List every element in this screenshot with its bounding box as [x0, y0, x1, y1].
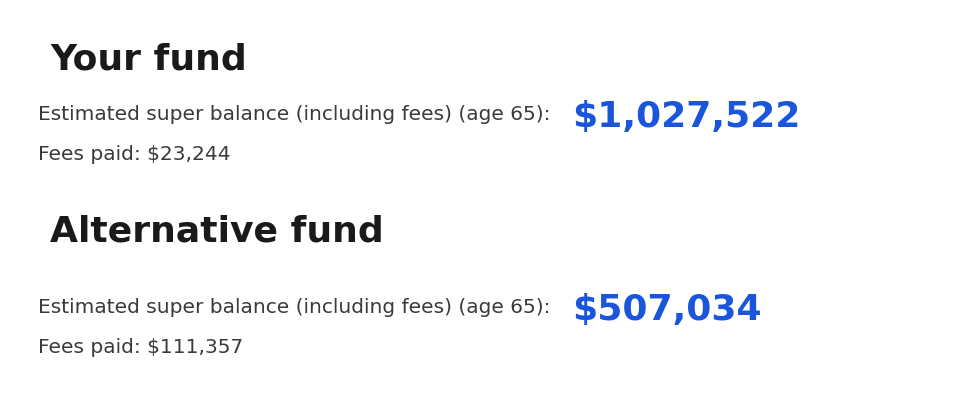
Text: Estimated super balance (including fees) (age 65):: Estimated super balance (including fees)… [38, 105, 557, 124]
Text: $507,034: $507,034 [572, 292, 761, 326]
Text: Fees paid: $23,244: Fees paid: $23,244 [38, 145, 230, 164]
Text: Estimated super balance (including fees) (age 65):: Estimated super balance (including fees)… [38, 297, 557, 316]
Text: Alternative fund: Alternative fund [50, 214, 384, 248]
Text: Fees paid: $111,357: Fees paid: $111,357 [38, 337, 243, 356]
Text: $1,027,522: $1,027,522 [572, 100, 801, 134]
Text: Your fund: Your fund [50, 42, 247, 76]
